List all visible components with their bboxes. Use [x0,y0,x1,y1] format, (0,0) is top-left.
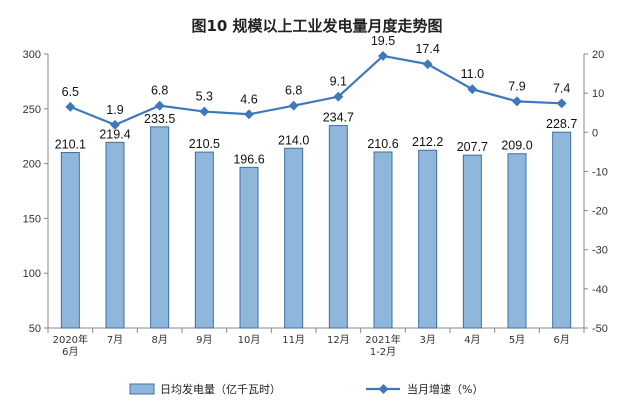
x-tick-label: 5月 [509,334,525,346]
bar-value-label: 210.1 [55,138,86,152]
bar [373,151,393,329]
chart-title: 图10 规模以上工业发电量月度走势图 [191,17,442,35]
bar [284,147,304,329]
x-tick-label: 9月 [196,334,212,346]
left-tick-label: 150 [23,213,41,225]
growth-line [65,51,567,130]
right-tick-label: -20 [592,206,608,218]
growth-point [512,96,522,107]
left-tick-label: 50 [29,323,41,335]
bar [194,151,214,329]
growth-point [199,106,210,117]
data-labels: 210.1 219.4 233.5 210.5 196.6 214.0 234.7 210.6… [55,34,578,166]
legend: 日均发电量（亿千瓦时） 当月增速（%） [129,382,483,396]
x-tick-label: 11月 [282,334,305,346]
right-tick-label: -10 [592,166,608,178]
growth-point [467,84,478,95]
growth-point [244,109,254,120]
right-tick-label: 20 [592,49,604,61]
legend-bar-swatch [129,383,155,395]
x-tick-label: 3月 [419,334,435,346]
growth-value-label: 6.5 [62,85,79,99]
bar [462,154,482,329]
right-tick-label: 0 [592,127,598,139]
growth-point [288,100,299,111]
bar-value-label: 212.2 [412,135,443,149]
x-tick-line: 4月 [464,334,480,346]
bar [60,152,80,329]
growth-value-label: 4.6 [240,92,257,106]
bar [552,131,572,329]
right-tick-label: 10 [592,88,604,100]
bar-value-label: 219.4 [99,127,130,141]
bar-value-label: 214.0 [278,133,309,147]
growth-value-label: 6.8 [151,84,168,98]
growth-value-label: 11.0 [461,67,484,81]
bar [239,166,259,329]
bar [105,141,125,329]
left-tick-label: 250 [23,104,41,116]
x-tick-label: 12月 [327,334,350,346]
x-tick-label: 7月 [107,334,123,346]
legend-bar-label: 日均发电量（亿千瓦时） [160,382,281,396]
x-tick-line: 12月 [327,334,350,346]
x-tick-label: 2020年 6月 [53,333,88,358]
bar [328,125,348,329]
bar-value-label: 196.6 [233,152,264,166]
growth-value-label: 6.8 [285,84,302,98]
bar-value-label: 210.6 [367,137,398,151]
x-tick-label: 2021年 1-2月 [365,333,400,358]
growth-value-label: 19.5 [371,34,395,48]
x-tick-label: 8月 [151,334,167,346]
x-tick-line: 10月 [238,334,261,346]
x-tick-line: 7月 [107,334,123,346]
x-tick-label: 10月 [238,334,261,346]
bar-value-label: 234.7 [323,111,354,125]
bar-value-label: 209.0 [501,139,532,153]
growth-value-label: 9.1 [330,75,347,89]
x-tick-line: 2020年 [53,333,88,346]
growth-line-path [69,54,562,127]
growth-point [556,98,567,109]
growth-value-label: 5.3 [196,90,213,104]
axes: 50 100 150 200 250 300 -50 -40 -30 -20 -10 0 10 20 202… [23,49,608,358]
x-tick-line: 8月 [151,334,167,346]
x-tick-line: 9月 [196,334,212,346]
growth-point [154,100,165,111]
left-tick-label: 200 [23,159,41,171]
left-tick-label: 100 [23,268,41,280]
x-tick-line: 5月 [509,334,525,346]
bar [418,149,438,329]
growth-point [65,101,76,112]
bars [60,125,572,329]
growth-point [422,59,433,70]
x-tick-line: 3月 [419,334,435,346]
bar-value-label: 233.5 [144,112,175,126]
x-tick-label: 6月 [553,334,569,346]
x-tick-line: 11月 [282,334,305,346]
bar-value-label: 228.7 [546,117,577,131]
x-tick-line: 6月 [62,346,78,358]
bar-value-label: 207.7 [457,140,488,154]
bar [507,153,527,329]
growth-value-label: 17.4 [415,42,439,56]
bar [150,126,170,329]
growth-value-label: 7.4 [553,81,570,95]
legend-line-label: 当月增速（%） [407,382,483,396]
x-tick-label: 4月 [464,334,480,346]
left-tick-label: 300 [23,49,41,61]
right-tick-label: -30 [592,245,608,257]
x-tick-line: 1-2月 [370,346,396,358]
growth-point [110,119,120,130]
growth-value-label: 7.9 [508,79,525,93]
x-tick-line: 6月 [553,334,569,346]
right-tick-label: -40 [592,284,608,296]
growth-value-label: 1.9 [106,103,123,117]
x-tick-line: 2021年 [365,333,400,346]
right-tick-label: -50 [592,323,608,335]
bar-value-label: 210.5 [189,137,220,151]
legend-line-marker [378,384,389,394]
